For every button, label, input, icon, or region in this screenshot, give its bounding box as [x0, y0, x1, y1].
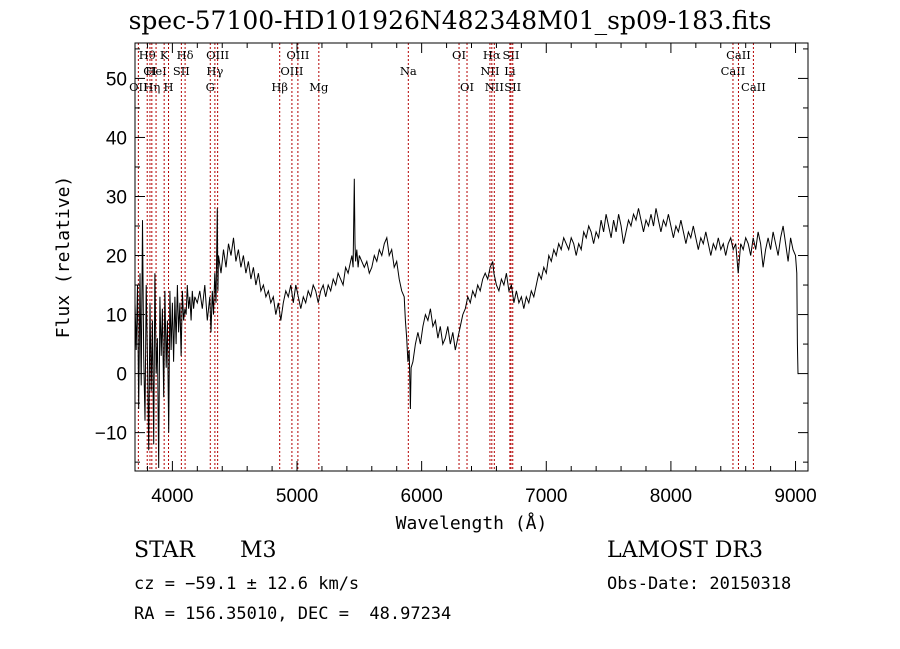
line-marker-label: OII: [129, 80, 148, 94]
x-tick-label: 5000: [276, 486, 318, 507]
line-marker-label: CaII: [721, 64, 746, 78]
line-marker-label: SII: [503, 48, 520, 62]
line-marker-label: Mg: [309, 80, 329, 94]
line-marker-label: HeI: [145, 64, 166, 78]
line-marker-label: Hδ: [177, 48, 194, 62]
line-marker-label: H: [164, 80, 174, 94]
obs-date-label: Obs-Date: 20150318: [607, 574, 792, 594]
line-marker-label: OI: [452, 48, 466, 62]
line-marker-label: Hθ: [139, 48, 156, 62]
line-marker-label: CaII: [726, 48, 751, 62]
y-tick-label: −10: [95, 424, 127, 445]
x-tick-label: 4000: [151, 486, 193, 507]
ra-dec-label: RA = 156.35010, DEC = 48.97234: [134, 604, 452, 624]
line-marker-label: G: [206, 80, 215, 94]
object-class-label: STAR: [134, 538, 195, 563]
line-marker-label: SII: [173, 64, 190, 78]
line-marker-label: Hη: [143, 80, 160, 94]
redshift-label: cz = −59.1 ± 12.6 km/s: [134, 574, 360, 594]
line-marker-label: Na: [400, 64, 417, 78]
line-marker-label: NII: [480, 64, 499, 78]
line-marker-label: Li: [504, 64, 516, 78]
y-tick-label: 50: [106, 69, 127, 90]
line-marker-label: Hγ: [206, 64, 223, 78]
line-marker-label: CaII: [741, 80, 766, 94]
y-tick-label: 0: [116, 365, 127, 386]
line-marker-label: K: [160, 48, 169, 62]
subclass-label: M3: [240, 538, 277, 563]
line-marker-label: SII: [504, 80, 521, 94]
line-marker-label: Hα: [483, 48, 501, 62]
y-tick-label: 30: [106, 187, 127, 208]
x-tick-label: 7000: [525, 486, 567, 507]
x-tick-label: 9000: [774, 486, 816, 507]
spectrum-line: [134, 178, 799, 469]
line-marker-label: OIII: [206, 48, 229, 62]
line-marker-label: Hβ: [271, 80, 288, 94]
x-tick-label: 6000: [401, 486, 443, 507]
y-tick-label: 20: [106, 247, 127, 268]
line-marker-label: OI: [460, 80, 474, 94]
line-marker-label: OIII: [280, 64, 303, 78]
y-tick-label: 10: [106, 306, 127, 327]
line-marker-label: CI: [143, 64, 156, 78]
survey-label: LAMOST DR3: [607, 538, 763, 563]
line-marker-label: NII: [485, 80, 504, 94]
x-axis-label: Wavelength (Å): [396, 512, 548, 534]
y-tick-label: 40: [106, 128, 127, 149]
line-marker-label: OIII: [286, 48, 309, 62]
x-tick-label: 8000: [650, 486, 692, 507]
chart-title: spec-57100-HD101926N482348M01_sp09-183.f…: [128, 6, 772, 35]
y-axis-label: Flux (relative): [53, 176, 74, 339]
